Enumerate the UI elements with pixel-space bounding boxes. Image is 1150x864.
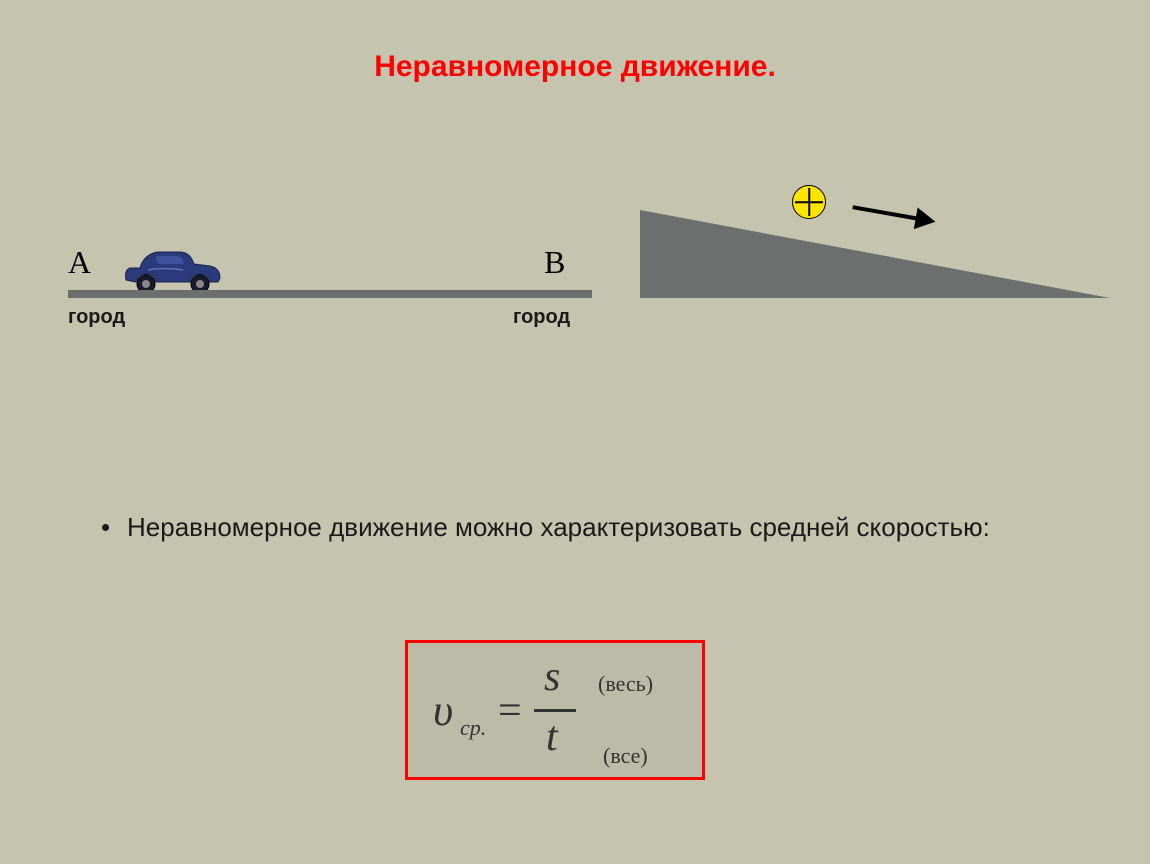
formula-variable: υ (433, 685, 453, 736)
diagram-area: A B город город (0, 210, 1150, 390)
city-label-a: город (68, 306, 125, 329)
page-title: Неравномерное движение. (0, 0, 1150, 84)
bullet-text: Неравномерное движение можно характеризо… (95, 510, 995, 545)
road-line (68, 290, 592, 298)
formula-annotation-top: (весь) (598, 671, 653, 697)
ball-icon (792, 185, 826, 219)
point-b-label: B (544, 244, 565, 281)
formula-annotation-bottom: (все) (603, 743, 648, 769)
ramp-diagram (640, 210, 1120, 350)
description-block: Неравномерное движение можно характеризо… (95, 510, 995, 545)
formula-equals: = (498, 687, 522, 735)
formula-content: υ ср. = s t (весь) (все) (408, 643, 702, 777)
point-a-label: A (68, 244, 91, 281)
fraction-line (534, 709, 576, 712)
ramp-shape (640, 210, 1120, 350)
formula-subscript: ср. (460, 715, 486, 741)
car-icon (118, 242, 228, 292)
formula-denominator: t (546, 713, 558, 761)
formula-box: υ ср. = s t (весь) (все) (405, 640, 705, 780)
city-label-b: город (513, 306, 570, 329)
formula-numerator: s (544, 653, 560, 701)
